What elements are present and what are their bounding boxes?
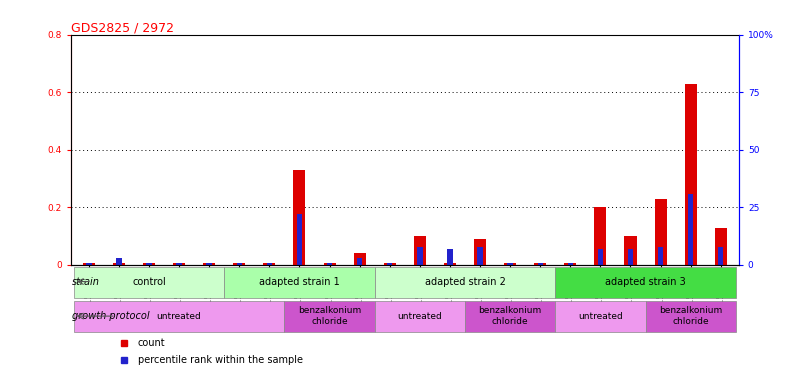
Text: count: count [138,338,165,348]
Bar [266,263,272,265]
Bar [74,266,224,298]
Bar [263,263,275,265]
Bar [327,263,332,265]
Bar [625,236,637,265]
Bar [297,214,302,265]
Bar [237,263,242,265]
Bar [413,236,426,265]
Bar [324,263,336,265]
Bar [387,263,392,265]
Bar [116,258,122,265]
Text: control: control [132,276,166,286]
Bar [233,263,245,265]
Bar [555,266,736,298]
Text: percentile rank within the sample: percentile rank within the sample [138,355,303,365]
Text: adapted strain 2: adapted strain 2 [424,276,505,286]
Bar [465,301,555,332]
Bar [508,263,512,265]
Bar [224,266,375,298]
Bar [113,263,125,265]
Bar [86,263,91,265]
Bar [293,170,306,265]
Text: strain: strain [72,276,100,286]
Text: growth protocol: growth protocol [72,311,150,321]
Bar [203,263,215,265]
Text: GDS2825 / 2972: GDS2825 / 2972 [71,22,174,35]
Bar [645,301,736,332]
Bar [718,247,723,265]
Bar [354,253,365,265]
Bar [447,249,453,265]
Bar [444,263,456,265]
Bar [477,247,483,265]
Bar [375,266,555,298]
Bar [504,263,516,265]
Bar [207,263,212,265]
Bar [474,239,486,265]
Bar [685,84,696,265]
Text: untreated: untreated [578,311,623,321]
Bar [173,263,185,265]
Text: benzalkonium
chloride: benzalkonium chloride [659,306,722,326]
Bar [417,247,423,265]
Bar [176,263,182,265]
Bar [534,263,546,265]
Bar [83,263,95,265]
Bar [594,207,607,265]
Text: adapted strain 1: adapted strain 1 [259,276,340,286]
Text: benzalkonium
chloride: benzalkonium chloride [298,306,362,326]
Bar [375,301,465,332]
Bar [143,263,155,265]
Bar [567,263,573,265]
Bar [628,249,634,265]
Text: untreated: untreated [398,311,443,321]
Text: benzalkonium
chloride: benzalkonium chloride [479,306,542,326]
Bar [655,199,667,265]
Text: adapted strain 3: adapted strain 3 [605,276,686,286]
Bar [714,227,727,265]
Bar [146,263,152,265]
Bar [564,263,576,265]
Bar [285,301,375,332]
Bar [555,301,645,332]
Bar [688,194,693,265]
Bar [384,263,396,265]
Bar [597,249,603,265]
Text: untreated: untreated [156,311,201,321]
Bar [357,258,362,265]
Bar [538,263,543,265]
Bar [658,247,663,265]
Bar [74,301,285,332]
